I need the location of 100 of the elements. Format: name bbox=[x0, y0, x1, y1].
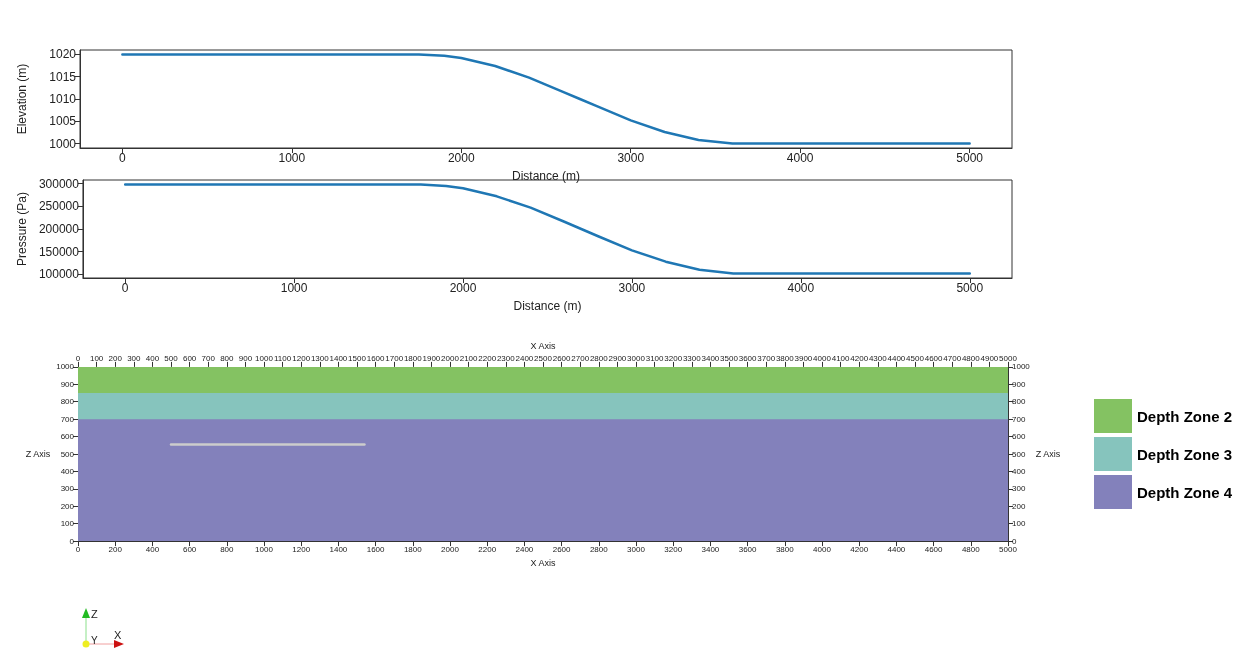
x-tick-label: 2600 bbox=[552, 544, 572, 554]
x-tick-label: 4000 bbox=[787, 281, 815, 295]
x-tick-label: 2000 bbox=[441, 544, 460, 554]
y-axis-title: Pressure (Pa) bbox=[15, 191, 29, 267]
x-tick-label: 5000 bbox=[956, 151, 984, 165]
y2-tick-label: 200 bbox=[1012, 501, 1026, 511]
x2-tick-label: 1400 bbox=[329, 354, 348, 364]
y2-tick-label: 700 bbox=[1012, 414, 1026, 424]
x-tick-label: 4600 bbox=[924, 544, 944, 554]
x-axis-title: Distance (m) bbox=[513, 299, 582, 313]
x2-tick-label: 1100 bbox=[274, 354, 292, 364]
x2-tick-label: 3600 bbox=[738, 354, 758, 364]
x2-tick-label: 1000 bbox=[255, 354, 274, 364]
x2-tick-label: 2500 bbox=[534, 354, 553, 364]
x-tick-label: 600 bbox=[182, 544, 197, 554]
y-tick-label: 100000 bbox=[38, 267, 80, 282]
x2-tick-label: 4900 bbox=[980, 354, 999, 364]
y2-tick-label: 400 bbox=[1012, 466, 1026, 476]
y-tick-label: 900 bbox=[60, 379, 75, 389]
legend-label: Depth Zone 4 bbox=[1137, 483, 1233, 501]
x-tick-label: 2000 bbox=[449, 281, 477, 295]
x-tick-label: 5000 bbox=[956, 281, 984, 295]
x2-tick-label: 1200 bbox=[292, 354, 311, 364]
y-tick-label: 1015 bbox=[49, 69, 77, 84]
x-tick-label: 3000 bbox=[627, 544, 646, 554]
x-tick-label: 4200 bbox=[850, 544, 869, 554]
x2-tick-label: 3900 bbox=[794, 354, 813, 364]
x-tick-label: 800 bbox=[220, 544, 235, 554]
x2-tick-label: 500 bbox=[164, 354, 179, 364]
x-tick-label: 1800 bbox=[403, 544, 423, 554]
x2-tick-label: 300 bbox=[127, 354, 142, 364]
y2-axis-title: Z Axis bbox=[1035, 449, 1061, 459]
x2-tick-label: 1800 bbox=[403, 354, 423, 364]
y-tick-label: 200000 bbox=[38, 222, 80, 236]
x2-tick-label: 4700 bbox=[943, 354, 962, 364]
legend-label: Depth Zone 3 bbox=[1137, 445, 1233, 463]
y-tick-label: 200 bbox=[60, 501, 75, 511]
x-axis-title: X Axis bbox=[530, 557, 556, 568]
x-tick-label: 4800 bbox=[961, 544, 981, 554]
y2-tick-label: 100 bbox=[1012, 519, 1026, 529]
y2-tick-label: 800 bbox=[1012, 397, 1026, 407]
x2-tick-label: 2100 bbox=[459, 354, 479, 364]
x2-tick-label: 3400 bbox=[701, 354, 720, 364]
x-tick-label: 1000 bbox=[280, 281, 308, 295]
x2-tick-label: 3000 bbox=[627, 354, 646, 364]
x2-tick-label: 4300 bbox=[868, 354, 888, 364]
x2-tick-label: 3500 bbox=[720, 354, 739, 364]
x2-tick-label: 4200 bbox=[850, 354, 869, 364]
x2-tick-label: 200 bbox=[108, 354, 123, 364]
x2-tick-label: 2300 bbox=[496, 354, 516, 364]
x2-tick-label: 3100 bbox=[645, 354, 665, 364]
y-tick-label: 1010 bbox=[49, 92, 77, 106]
x2-tick-label: 3300 bbox=[682, 354, 702, 364]
x2-tick-label: 4500 bbox=[906, 354, 925, 364]
x-tick-label: 3400 bbox=[701, 544, 720, 554]
x2-tick-label: 3700 bbox=[757, 354, 776, 364]
y2-tick-label: 0 bbox=[1012, 536, 1017, 546]
legend-label: Depth Zone 2 bbox=[1137, 407, 1233, 425]
line-series bbox=[121, 53, 971, 145]
x2-tick-label: 1500 bbox=[348, 354, 367, 364]
x2-tick-label: 4800 bbox=[961, 354, 981, 364]
x2-tick-label: 900 bbox=[238, 354, 253, 364]
x2-tick-label: 400 bbox=[145, 354, 160, 364]
y2-tick-label: 500 bbox=[1012, 449, 1026, 459]
x-tick-label: 1000 bbox=[255, 544, 274, 554]
x-tick-label: 3000 bbox=[617, 151, 645, 165]
y-tick-label: 500 bbox=[60, 449, 75, 459]
line-series bbox=[123, 183, 972, 275]
y-tick-label: 1000 bbox=[56, 362, 75, 372]
y2-tick-label: 1000 bbox=[1012, 362, 1031, 372]
x-tick-label: 200 bbox=[108, 544, 123, 554]
x-tick-label: 3200 bbox=[664, 544, 683, 554]
y-tick-label: 250000 bbox=[38, 199, 80, 214]
x2-tick-label: 700 bbox=[201, 354, 216, 364]
x-tick-label: 4000 bbox=[786, 151, 814, 165]
y-tick-label: 700 bbox=[60, 414, 75, 424]
x-tick-label: 1600 bbox=[366, 544, 386, 554]
x2-tick-label: 3800 bbox=[775, 354, 795, 364]
x2-tick-label: 800 bbox=[220, 354, 235, 364]
x-tick-label: 2200 bbox=[478, 544, 497, 554]
x2-tick-label: 2200 bbox=[478, 354, 497, 364]
x2-tick-label: 4600 bbox=[924, 354, 944, 364]
x2-tick-label: 2000 bbox=[441, 354, 460, 364]
x-axis-title: Distance (m) bbox=[511, 169, 581, 183]
y2-tick-label: 900 bbox=[1012, 379, 1026, 389]
y-tick-label: 300 bbox=[60, 484, 75, 494]
x2-tick-label: 2700 bbox=[571, 354, 590, 364]
y-tick-label: 100 bbox=[60, 519, 75, 529]
x2-axis-title: X Axis bbox=[530, 340, 556, 351]
x2-tick-label: 2900 bbox=[608, 354, 627, 364]
x2-tick-label: 2800 bbox=[589, 354, 609, 364]
x-tick-label: 0 bbox=[119, 151, 127, 165]
x2-tick-label: 1900 bbox=[422, 354, 441, 364]
x2-tick-label: 100 bbox=[89, 354, 104, 364]
y-tick-label: 800 bbox=[60, 397, 75, 407]
x-tick-label: 400 bbox=[145, 544, 160, 554]
x-tick-label: 2800 bbox=[589, 544, 609, 554]
y-tick-label: 400 bbox=[60, 466, 75, 476]
x2-tick-label: 3200 bbox=[664, 354, 683, 364]
y-tick-label: 150000 bbox=[38, 244, 80, 259]
